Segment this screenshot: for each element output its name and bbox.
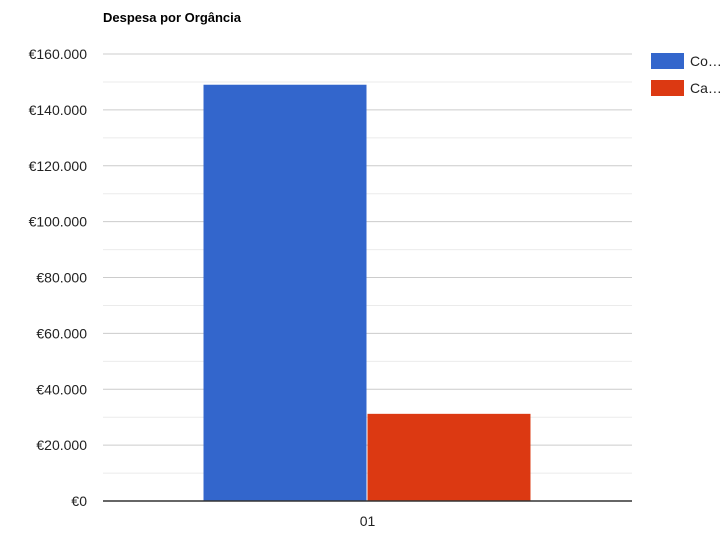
legend: Co… Ca… [651, 53, 722, 96]
y-tick-label: €160.000 [29, 46, 88, 62]
y-axis-tick-labels: €0 €20.000 €40.000 €60.000 €80.000 €100.000 €1… [29, 46, 88, 509]
y-tick-label: €140.000 [29, 102, 88, 118]
legend-label: Co… [690, 53, 722, 69]
gridlines [103, 53, 632, 474]
x-tick-label: 01 [360, 513, 376, 529]
legend-swatch [651, 80, 684, 96]
y-tick-label: €100.000 [29, 214, 88, 230]
legend-label: Ca… [690, 80, 722, 96]
bars [203, 84, 531, 501]
y-tick-label: €0 [71, 493, 87, 509]
y-tick-label: €60.000 [36, 325, 87, 341]
y-tick-label: €40.000 [36, 381, 87, 397]
bar-series-1 [203, 84, 367, 501]
y-tick-label: €20.000 [36, 437, 87, 453]
legend-swatch [651, 53, 684, 69]
x-axis-tick-labels: 01 [360, 513, 376, 529]
y-tick-label: €80.000 [36, 270, 87, 286]
y-tick-label: €120.000 [29, 158, 88, 174]
chart-title: Despesa por Orgância [103, 10, 242, 25]
bar-series-2 [367, 413, 531, 501]
